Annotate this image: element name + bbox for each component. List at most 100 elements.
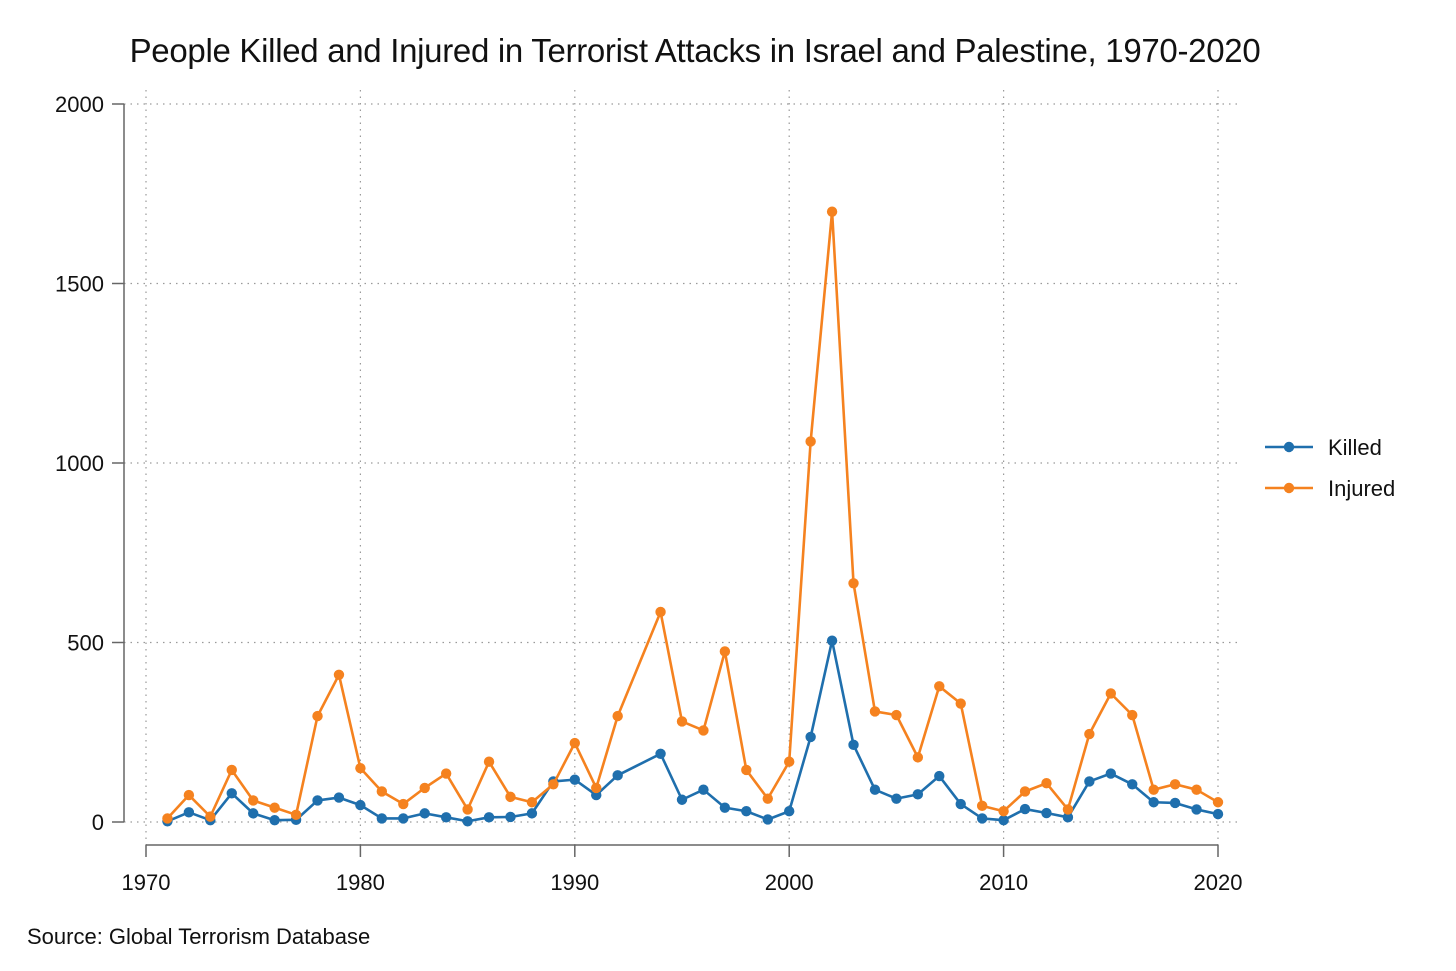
legend-item-injured: Injured xyxy=(1265,476,1395,501)
data-point-injured xyxy=(1212,797,1224,808)
data-point-injured xyxy=(312,710,323,722)
data-point-injured xyxy=(290,809,302,821)
data-point-injured xyxy=(1105,688,1117,699)
data-point-injured xyxy=(1062,804,1074,815)
data-point-injured xyxy=(569,737,580,749)
y-tick-label: 500 xyxy=(67,631,104,656)
data-point-killed xyxy=(741,806,752,817)
data-point-killed xyxy=(826,635,838,646)
data-point-injured xyxy=(719,646,731,657)
data-point-injured xyxy=(655,606,666,618)
y-tick-label: 2000 xyxy=(55,92,104,117)
data-point-killed xyxy=(848,739,859,751)
series xyxy=(162,206,1224,827)
data-point-killed xyxy=(1212,808,1224,820)
grid-lines xyxy=(124,90,1240,845)
data-point-killed xyxy=(676,794,688,805)
data-point-injured xyxy=(676,716,688,727)
x-tick-label: 2010 xyxy=(979,870,1028,895)
legend: Killed Injured xyxy=(1265,435,1395,501)
data-point-killed xyxy=(976,813,988,824)
y-axis-ticks: 0 500 1000 1500 2000 xyxy=(55,92,124,835)
data-point-killed xyxy=(1127,779,1138,790)
data-point-injured xyxy=(934,681,945,692)
data-point-killed xyxy=(998,815,1009,826)
data-point-killed xyxy=(784,806,795,817)
data-point-injured xyxy=(226,764,237,776)
x-tick-label: 2020 xyxy=(1194,870,1243,895)
series-injured xyxy=(162,206,1224,824)
data-point-injured xyxy=(548,779,559,790)
legend-label-killed: Killed xyxy=(1328,435,1382,460)
x-tick-label: 1990 xyxy=(550,870,599,895)
data-point-injured xyxy=(162,813,173,824)
data-point-injured xyxy=(826,206,838,217)
legend-marker-killed xyxy=(1283,441,1295,453)
series-line-killed xyxy=(166,639,1219,823)
series-line-injured xyxy=(166,210,1219,820)
series-killed xyxy=(162,635,1224,827)
data-point-injured xyxy=(1169,779,1181,790)
data-point-injured xyxy=(1041,778,1052,789)
data-point-killed xyxy=(269,815,280,826)
data-point-killed xyxy=(1019,803,1031,815)
data-point-killed xyxy=(869,784,881,795)
data-point-injured xyxy=(976,800,988,812)
data-point-injured xyxy=(869,706,881,717)
chart-title: People Killed and Injured in Terrorist A… xyxy=(129,32,1261,69)
data-point-killed xyxy=(1062,812,1074,823)
data-point-killed xyxy=(183,807,195,818)
data-point-killed xyxy=(333,792,345,803)
data-point-killed xyxy=(398,813,409,824)
data-point-killed xyxy=(419,808,430,819)
data-point-injured xyxy=(741,764,752,776)
data-point-killed xyxy=(934,770,945,782)
x-tick-label: 2000 xyxy=(765,870,814,895)
data-point-killed xyxy=(1191,804,1202,815)
data-point-injured xyxy=(955,698,966,709)
data-point-killed xyxy=(505,811,516,823)
data-point-killed xyxy=(891,793,902,804)
data-point-killed xyxy=(1169,797,1181,809)
data-point-killed xyxy=(805,731,816,743)
data-point-injured xyxy=(612,710,623,722)
data-point-killed xyxy=(526,808,538,819)
data-point-injured xyxy=(269,802,280,813)
x-tick-label: 1970 xyxy=(122,870,171,895)
legend-marker-injured xyxy=(1283,482,1295,494)
data-point-killed xyxy=(612,770,623,781)
source-note: Source: Global Terrorism Database xyxy=(27,924,371,949)
data-point-killed xyxy=(655,748,666,759)
data-point-injured xyxy=(398,798,409,810)
data-point-injured xyxy=(440,768,452,779)
data-point-injured xyxy=(1148,784,1159,795)
axes xyxy=(123,104,1218,846)
data-point-killed xyxy=(1041,807,1052,819)
data-point-killed xyxy=(1084,776,1095,787)
legend-item-killed: Killed xyxy=(1265,435,1382,460)
data-point-killed xyxy=(248,808,259,819)
data-point-injured xyxy=(505,791,516,803)
data-point-injured xyxy=(355,762,366,774)
data-point-killed xyxy=(591,789,602,801)
data-point-injured xyxy=(1084,728,1095,740)
data-point-injured xyxy=(848,578,859,589)
data-point-killed xyxy=(955,798,966,810)
data-point-injured xyxy=(183,789,195,801)
data-point-injured xyxy=(784,756,795,767)
data-point-killed xyxy=(312,795,323,806)
data-point-killed xyxy=(1148,797,1159,808)
data-point-injured xyxy=(205,811,216,822)
data-point-injured xyxy=(912,752,924,763)
data-point-injured xyxy=(1191,784,1202,795)
data-point-killed xyxy=(698,784,709,795)
data-point-killed xyxy=(226,788,237,799)
data-point-killed xyxy=(1105,768,1117,779)
data-point-killed xyxy=(462,816,473,827)
data-point-killed xyxy=(376,813,388,824)
data-point-injured xyxy=(1019,786,1031,797)
data-point-injured xyxy=(998,806,1009,817)
data-point-killed xyxy=(483,812,495,823)
x-axis-ticks: 1970 1980 1990 2000 2010 2020 xyxy=(122,845,1243,895)
